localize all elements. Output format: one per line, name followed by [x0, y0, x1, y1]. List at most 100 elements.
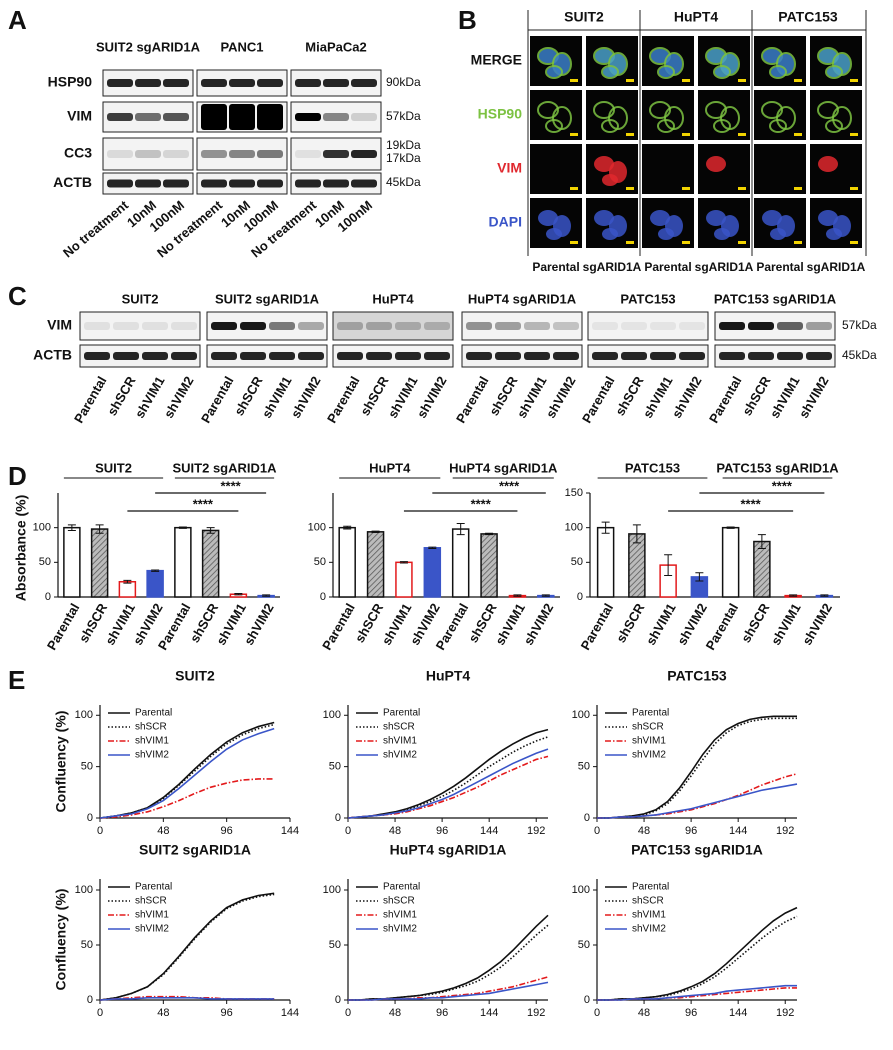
- scale-bar: [626, 133, 634, 136]
- y-axis-label: Confluency (%): [53, 889, 69, 991]
- y-tick-label: 50: [81, 939, 93, 951]
- size-label: 45kDa: [386, 175, 421, 189]
- scale-bar: [570, 79, 578, 82]
- column-label: SUIT2 sgARID1A: [215, 291, 320, 306]
- legend-label: shVIM2: [632, 924, 666, 935]
- band: [113, 322, 139, 330]
- cell: [658, 228, 674, 240]
- x-tick-label: 192: [527, 1007, 545, 1019]
- size-label: 57kDa: [386, 109, 421, 123]
- y-axis-label: Absorbance (%): [13, 495, 29, 602]
- cell: [602, 228, 618, 240]
- band: [495, 322, 521, 330]
- series-line: [347, 736, 549, 819]
- error-bar: [234, 593, 243, 596]
- y-tick-label: 0: [45, 591, 51, 603]
- band: [621, 352, 647, 360]
- band: [777, 352, 803, 360]
- micrograph: [698, 144, 750, 194]
- row-label: VIM: [497, 160, 522, 176]
- error-bar: [726, 526, 735, 529]
- size-label: 57kDa: [842, 318, 877, 332]
- band: [592, 352, 618, 360]
- band: [163, 150, 189, 158]
- band: [171, 322, 197, 330]
- x-tick-label: 144: [480, 1007, 498, 1019]
- group-label: PATC153 sgARID1A: [716, 460, 839, 475]
- y-tick-label: 50: [571, 556, 583, 568]
- legend-label: Parental: [135, 882, 172, 893]
- bar: [338, 526, 356, 598]
- condition-label: Parental: [532, 260, 579, 274]
- row-label: HSP90: [478, 106, 523, 122]
- cell: [713, 119, 731, 133]
- band: [650, 352, 676, 360]
- blot: [461, 311, 583, 341]
- x-tick-label: 96: [685, 1007, 697, 1019]
- band: [553, 352, 579, 360]
- panel-letter: E: [8, 665, 25, 695]
- blot: [79, 311, 201, 341]
- series-line: [597, 717, 797, 819]
- legend-label: shVIM1: [383, 736, 417, 747]
- row-label: MERGE: [471, 52, 522, 68]
- y-tick-label: 100: [323, 884, 341, 896]
- panel-letter: D: [8, 461, 27, 491]
- legend-label: Parental: [632, 882, 669, 893]
- band: [351, 150, 377, 158]
- band: [806, 352, 832, 360]
- cell: [601, 119, 619, 133]
- band: [142, 352, 168, 360]
- blot: [79, 344, 201, 368]
- blot: [332, 311, 454, 341]
- series-line: [99, 721, 275, 819]
- scale-bar: [626, 79, 634, 82]
- series-line: [597, 987, 797, 1001]
- error-bar: [456, 523, 465, 536]
- band: [211, 322, 237, 330]
- y-axis-label: Confluency (%): [53, 711, 69, 813]
- band: [201, 79, 227, 87]
- y-tick-label: 100: [572, 709, 590, 721]
- column-label: PATC153 sgARID1A: [714, 291, 837, 306]
- blot: [587, 311, 709, 341]
- band: [229, 104, 255, 130]
- series-line: [348, 981, 549, 1001]
- legend-label: shSCR: [135, 722, 167, 733]
- x-tick-label: Parental: [44, 601, 83, 653]
- band: [269, 352, 295, 360]
- band: [257, 150, 283, 158]
- scale-bar: [738, 79, 746, 82]
- error-bar: [399, 561, 408, 564]
- band: [142, 322, 168, 330]
- legend-label: shSCR: [632, 896, 664, 907]
- column-label: PATC153: [620, 291, 675, 306]
- band: [107, 113, 133, 121]
- band: [229, 179, 255, 188]
- series-line: [597, 984, 797, 1001]
- bar: [366, 531, 385, 598]
- band: [337, 352, 363, 360]
- bar: [146, 569, 164, 598]
- cell: [825, 65, 843, 79]
- band: [107, 179, 133, 188]
- error-bar: [178, 526, 187, 529]
- band: [524, 322, 550, 330]
- x-tick-label: 48: [157, 1007, 169, 1019]
- scale-bar: [570, 133, 578, 136]
- panel-letter: C: [8, 281, 27, 311]
- y-tick-label: 50: [329, 939, 341, 951]
- error-bar: [428, 546, 437, 549]
- blot: [102, 137, 194, 171]
- band: [295, 150, 321, 158]
- cell: [825, 119, 843, 133]
- legend-label: shVIM1: [383, 910, 417, 921]
- band: [323, 179, 349, 188]
- column-label: PATC153: [778, 9, 838, 25]
- band: [323, 79, 349, 87]
- group-label: SUIT2 sgARID1A: [172, 460, 277, 475]
- bar: [63, 526, 81, 598]
- band: [135, 150, 161, 158]
- x-tick-label: 48: [389, 825, 401, 837]
- bar: [118, 580, 137, 598]
